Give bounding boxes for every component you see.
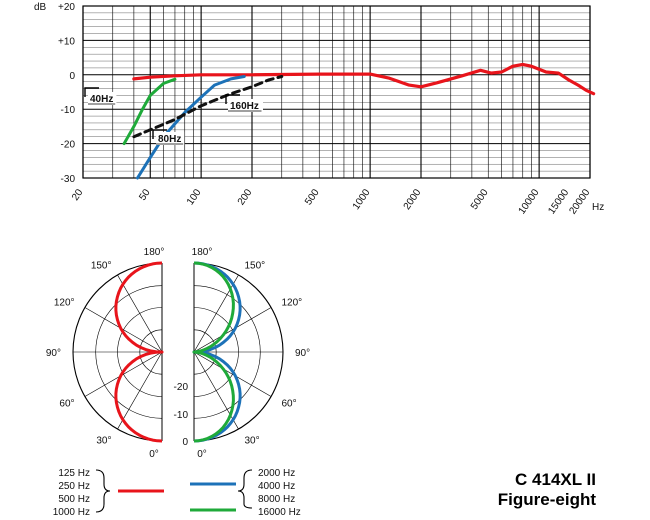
polar-angle-right: 0° (197, 449, 207, 460)
polar-legend: 125 Hz 250 Hz 500 Hz 1000 Hz 2000 Hz 4000 Hz… (53, 468, 301, 518)
cut-bracket-160hz (225, 94, 240, 104)
series-80hz-line (136, 75, 246, 180)
plot-frame (82, 5, 591, 179)
y-tick-label: 0 (69, 71, 75, 82)
x-tick-label: 2000 (402, 187, 424, 212)
product-pattern: Figure-eight (498, 490, 597, 509)
x-tick-label: 10000 (517, 187, 542, 216)
legend-right-label: 2000 Hz (258, 468, 295, 479)
legend-right-brace (237, 469, 253, 509)
legend-right-group: 2000 Hz 4000 Hz 8000 Hz 16000 Hz (190, 468, 301, 518)
y-tick-label: -10 (61, 105, 76, 116)
polar-spoke (117, 351, 162, 430)
polar-angle-left: 180° (144, 247, 165, 258)
x-tick-label: 20000 (567, 187, 592, 216)
product-model: C 414XL II (515, 470, 596, 489)
product-title: C 414XL II Figure-eight (498, 470, 597, 509)
legend-right-label: 16000 Hz (258, 507, 301, 518)
polar-angle-left: 30° (96, 435, 111, 446)
polar-series-0 (114, 261, 164, 443)
y-tick-label: +10 (58, 36, 75, 47)
polar-left-grid (72, 262, 162, 442)
polar-angle-right: 120° (281, 298, 302, 309)
polar-spoke (194, 351, 272, 397)
polar-spoke (194, 307, 272, 353)
x-tick-label: 15000 (546, 187, 571, 216)
polar-angle-left: 150° (91, 261, 112, 272)
polar-series-2 (192, 261, 235, 443)
legend-left-group: 125 Hz 250 Hz 500 Hz 1000 Hz (53, 468, 164, 518)
polar-angle-left: 0° (149, 449, 159, 460)
series-40hz-line (122, 77, 177, 146)
polar-spoke (117, 274, 162, 353)
polar-spoke (84, 307, 162, 353)
polar-angle-right: 150° (245, 261, 266, 272)
polar-pattern-chart: 180° 180° 150° 150° 120° 120° 90° 90° 60° 60° 30° 3… (46, 247, 310, 460)
cut-bracket-40hz (84, 87, 99, 97)
y-tick-label: -20 (61, 140, 76, 151)
legend-left-label: 1000 Hz (53, 507, 90, 518)
frequency-response-chart: +20 +10 0 -10 -20 -30 dB 20 50 100 200 500 1000 2000 5… (34, 2, 604, 217)
y-tick-label: +20 (58, 2, 75, 13)
series-160hz-line (132, 75, 284, 139)
cut-label-bg (88, 92, 117, 105)
y-tick-label: -30 (61, 174, 76, 185)
legend-left-label: 500 Hz (58, 494, 90, 505)
x-axis-unit: Hz (592, 202, 604, 213)
polar-db-label: -20 (174, 382, 189, 393)
legend-right-label: 8000 Hz (258, 494, 295, 505)
x-tick-label: 20 (70, 187, 86, 203)
legend-left-label: 125 Hz (58, 468, 90, 479)
legend-right-label: 4000 Hz (258, 481, 295, 492)
x-tick-label: 500 (303, 187, 322, 207)
y-axis-label: dB (34, 2, 47, 13)
x-tick-label: 200 (236, 187, 255, 207)
x-tick-label: 100 (185, 187, 204, 207)
cut-label-bg (228, 99, 263, 112)
cut-label-160hz: 160Hz (230, 101, 259, 112)
polar-angle-left: 90° (46, 348, 61, 359)
polar-angle-right: 90° (295, 348, 310, 359)
polar-angle-right: 60° (281, 399, 296, 410)
polar-db-label: -10 (174, 410, 189, 421)
legend-left-label: 250 Hz (58, 481, 90, 492)
legend-left-brace (95, 469, 111, 513)
x-tick-label: 50 (137, 187, 153, 203)
polar-db-label: 0 (182, 437, 188, 448)
x-tick-label: 5000 (469, 187, 491, 212)
polar-spoke (84, 351, 162, 397)
cut-bracket-80hz (152, 129, 167, 139)
polar-angle-right: 180° (192, 247, 213, 258)
polar-angle-right: 30° (245, 435, 260, 446)
cut-label-80hz: 80Hz (158, 134, 181, 145)
cut-label-40hz: 40Hz (90, 94, 113, 105)
cut-label-bg (156, 132, 185, 145)
series-main-line (132, 62, 596, 96)
x-tick-label: 1000 (351, 187, 373, 212)
polar-angle-left: 60° (59, 399, 74, 410)
polar-angle-left: 120° (54, 298, 75, 309)
